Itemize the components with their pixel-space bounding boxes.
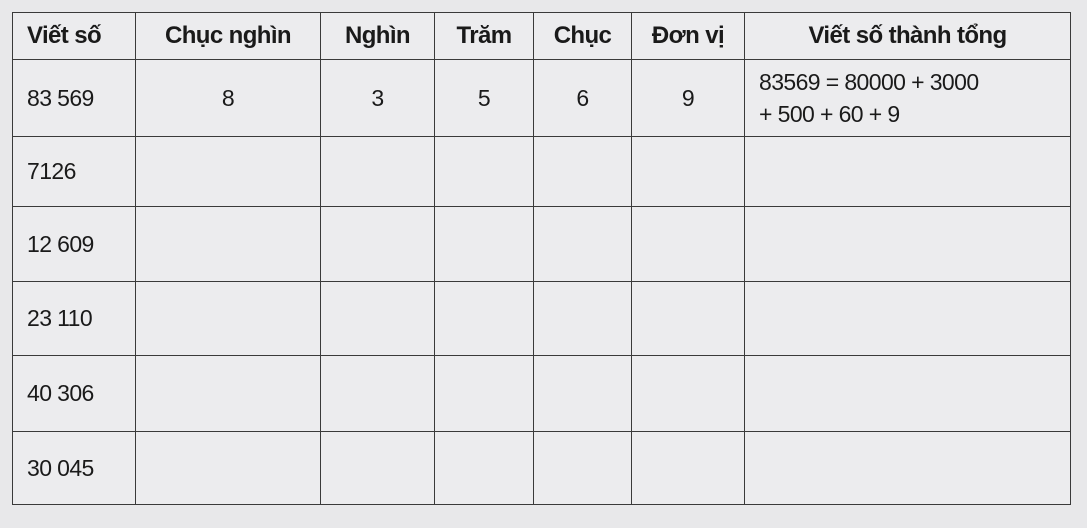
header-viet-so-thanh-tong: Viết số thành tổng (744, 12, 1071, 60)
cell-number: 30 045 (12, 431, 136, 505)
cell-chuc-nghin (135, 431, 321, 505)
cell-chuc-nghin (135, 355, 321, 432)
cell-nghin (320, 281, 435, 356)
table-row: 30 045 (12, 431, 1071, 505)
cell-chuc-nghin (135, 206, 321, 282)
cell-tram (434, 355, 534, 432)
header-viet-so: Viết số (12, 12, 136, 60)
cell-chuc-nghin (135, 136, 321, 207)
header-row: Viết số Chục nghìn Nghìn Trăm Chục Đơn v… (12, 12, 1071, 60)
table-row: 83 569 8 3 5 6 9 83569 = 80000 + 3000 + 500 + 6… (12, 59, 1071, 137)
header-chuc: Chục (533, 12, 632, 60)
cell-number: 83 569 (12, 59, 136, 137)
cell-sum (744, 281, 1071, 356)
table-row: 23 110 (12, 281, 1071, 356)
place-value-table: Viết số Chục nghìn Nghìn Trăm Chục Đơn v… (12, 12, 1071, 505)
table-row: 40 306 (12, 355, 1071, 432)
cell-nghin (320, 431, 435, 505)
cell-sum (744, 206, 1071, 282)
cell-sum (744, 136, 1071, 207)
cell-tram (434, 431, 534, 505)
sum-line-1: 83569 = 80000 + 3000 (759, 69, 979, 95)
table-row: 12 609 (12, 206, 1071, 282)
cell-number: 7126 (12, 136, 136, 207)
cell-chuc (533, 431, 632, 505)
cell-tram (434, 136, 534, 207)
cell-chuc (533, 206, 632, 282)
cell-sum: 83569 = 80000 + 3000 + 500 + 60 + 9 (744, 59, 1071, 137)
cell-don-vi (631, 355, 745, 432)
cell-nghin: 3 (320, 59, 435, 137)
header-don-vi: Đơn vị (631, 12, 745, 60)
cell-don-vi: 9 (631, 59, 745, 137)
cell-nghin (320, 136, 435, 207)
cell-chuc: 6 (533, 59, 632, 137)
cell-sum (744, 431, 1071, 505)
cell-chuc (533, 136, 632, 207)
cell-chuc (533, 355, 632, 432)
sum-line-2: + 500 + 60 + 9 (759, 101, 900, 127)
cell-don-vi (631, 281, 745, 356)
table-row: 7126 (12, 136, 1071, 207)
cell-sum (744, 355, 1071, 432)
cell-don-vi (631, 136, 745, 207)
cell-nghin (320, 206, 435, 282)
header-nghin: Nghìn (320, 12, 435, 60)
cell-tram (434, 281, 534, 356)
header-chuc-nghin: Chục nghìn (135, 12, 321, 60)
cell-don-vi (631, 206, 745, 282)
cell-don-vi (631, 431, 745, 505)
header-tram: Trăm (434, 12, 534, 60)
cell-chuc-nghin: 8 (135, 59, 321, 137)
cell-number: 40 306 (12, 355, 136, 432)
cell-nghin (320, 355, 435, 432)
cell-tram: 5 (434, 59, 534, 137)
cell-chuc-nghin (135, 281, 321, 356)
cell-number: 23 110 (12, 281, 136, 356)
cell-tram (434, 206, 534, 282)
cell-number: 12 609 (12, 206, 136, 282)
cell-chuc (533, 281, 632, 356)
